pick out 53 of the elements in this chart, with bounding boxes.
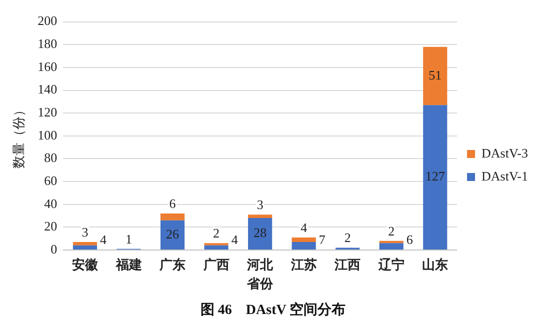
text: 图 46 DAstV 空间分布 bbox=[200, 301, 346, 318]
data-label: 7 bbox=[318, 232, 326, 247]
data-label: 4 bbox=[231, 232, 238, 247]
bar bbox=[248, 218, 272, 250]
x-tick-label: 山东 bbox=[422, 257, 448, 272]
data-label: 2 bbox=[213, 226, 220, 241]
data-label: 26 bbox=[166, 226, 180, 242]
legend-label: DAstV-3 bbox=[482, 145, 528, 160]
y-tick-label: 60 bbox=[44, 172, 58, 188]
y-tick-label: 40 bbox=[44, 196, 58, 211]
bar bbox=[160, 213, 185, 220]
bar bbox=[423, 105, 448, 250]
y-axis-title: 数量（份） bbox=[11, 103, 26, 168]
bar bbox=[160, 220, 185, 250]
data-label: 51 bbox=[428, 67, 442, 82]
legend-label: DAstV-1 bbox=[482, 168, 528, 184]
x-tick-label: 福建 bbox=[114, 257, 142, 272]
data-label: 2 bbox=[344, 230, 351, 246]
x-axis-title: 省份 bbox=[246, 276, 274, 291]
x-tick-label: 江苏 bbox=[290, 257, 317, 272]
data-label: 4 bbox=[100, 232, 108, 247]
bar bbox=[72, 245, 98, 250]
y-tick-label: 140 bbox=[38, 82, 58, 97]
data-label: 4 bbox=[300, 220, 308, 235]
bar bbox=[72, 242, 98, 246]
data-label: 6 bbox=[406, 232, 414, 247]
y-tick-label: 20 bbox=[44, 218, 58, 234]
x-tick-label: 安徽 bbox=[72, 257, 99, 272]
data-label: 127 bbox=[425, 168, 446, 184]
data-label: 1 bbox=[126, 231, 132, 246]
y-tick-label: 0 bbox=[50, 241, 58, 256]
y-tick-label: 200 bbox=[38, 13, 58, 28]
y-tick-label: 180 bbox=[38, 36, 58, 52]
y-tick-label: 120 bbox=[38, 104, 58, 120]
x-tick-label: 辽宁 bbox=[377, 257, 404, 272]
x-tick-label: 江西 bbox=[334, 257, 361, 272]
data-label: 6 bbox=[169, 196, 176, 211]
bar bbox=[204, 245, 228, 250]
data-label: 2 bbox=[388, 223, 395, 238]
y-tick-label: 80 bbox=[44, 150, 58, 166]
data-label: 3 bbox=[256, 197, 264, 212]
bar bbox=[248, 214, 272, 218]
y-tick-label: 160 bbox=[38, 58, 58, 74]
data-label: 3 bbox=[82, 224, 88, 240]
x-tick-label: 广西 bbox=[202, 257, 230, 272]
data-label: 28 bbox=[254, 225, 267, 240]
x-tick-label: 广东 bbox=[158, 257, 186, 272]
x-tick-label: 河北 bbox=[246, 257, 274, 272]
bar bbox=[292, 237, 316, 242]
bar bbox=[379, 243, 404, 250]
bar bbox=[292, 242, 316, 250]
bar bbox=[423, 46, 448, 106]
y-tick-label: 100 bbox=[38, 127, 58, 142]
